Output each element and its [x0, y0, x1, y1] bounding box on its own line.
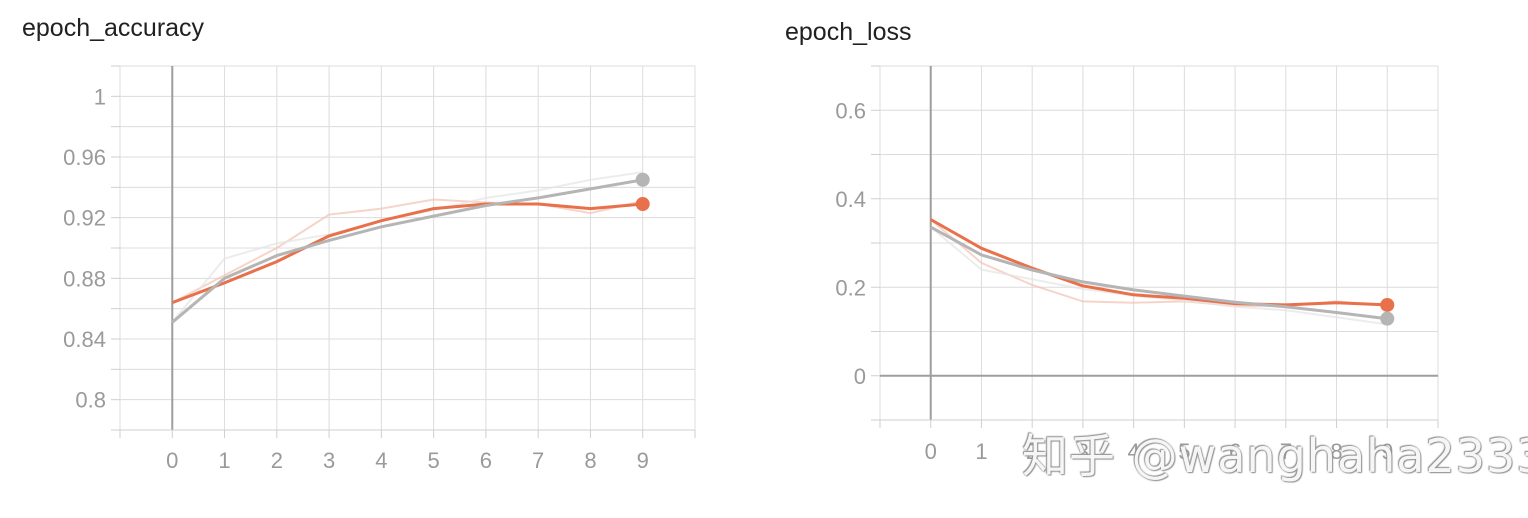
- x-tick-label: 2: [271, 448, 283, 473]
- x-tick-label: 9: [1381, 439, 1393, 464]
- x-tick-label: 0: [166, 448, 178, 473]
- y-tick-label: 0.6: [835, 98, 866, 123]
- series-0-end-marker: [1380, 297, 1395, 312]
- y-tick-label: 0.96: [63, 145, 106, 170]
- x-tick-label: 6: [1229, 439, 1241, 464]
- series-1-raw-line: [171, 171, 643, 323]
- series-1-line: [171, 178, 643, 324]
- y-tick-label: 0.92: [63, 206, 106, 231]
- x-tick-label: 5: [428, 448, 440, 473]
- series-1-raw-line: [930, 226, 1388, 326]
- plot-area: 0.8 0.84 0.88 0.92 0.96 1 0 1 2 3 4 5 6 7 8 9: [63, 65, 696, 473]
- y-tick-label: 0.88: [63, 266, 106, 291]
- x-tick-label: 8: [584, 448, 596, 473]
- x-tick-label: 8: [1330, 439, 1342, 464]
- x-tick-label: 3: [1077, 439, 1089, 464]
- plot-area: 0 0.2 0.4 0.6 0 1 2 3 4 5 6 7 8 9: [835, 65, 1439, 464]
- accuracy-chart-title: epoch_accuracy: [22, 14, 205, 42]
- series-0-line: [929, 218, 1388, 307]
- x-tick-label: 3: [323, 448, 335, 473]
- x-tick-label: 1: [975, 439, 987, 464]
- series-0-line: [171, 202, 643, 305]
- x-tick-label: 5: [1178, 439, 1190, 464]
- y-tick-label: 0.2: [835, 275, 866, 300]
- loss-chart-title: epoch_loss: [785, 18, 912, 46]
- series-1-end-marker: [635, 172, 650, 187]
- y-tick-label: 0: [854, 364, 866, 389]
- series-0-raw-line: [171, 198, 643, 304]
- x-tick-label: 4: [1128, 439, 1140, 464]
- series-1-line: [929, 225, 1388, 321]
- x-tick-label: 0: [925, 439, 937, 464]
- y-tick-label: 0.84: [63, 327, 106, 352]
- x-tick-label: 4: [375, 448, 387, 473]
- x-tick-label: 1: [218, 448, 230, 473]
- accuracy-chart: 0.8 0.84 0.88 0.92 0.96 1 0 1 2 3 4 5 6 7 8 9: [63, 65, 696, 473]
- x-tick-label: 6: [480, 448, 492, 473]
- x-tick-label: 9: [637, 448, 649, 473]
- series-1-end-marker: [1380, 311, 1395, 326]
- x-tick-label: 7: [1280, 439, 1292, 464]
- y-tick-label: 0.4: [835, 187, 866, 212]
- y-tick-label: 0.8: [75, 388, 106, 413]
- loss-chart: 0 0.2 0.4 0.6 0 1 2 3 4 5 6 7 8 9: [835, 65, 1439, 464]
- x-tick-label: 7: [532, 448, 544, 473]
- watermark-text: 知乎 @wanghaha2333: [1022, 429, 1528, 483]
- loss-chart-panel: epoch_loss 0 0.2 0.4 0.6 0 1 2 3 4 5 6 7 8 9: [760, 0, 1528, 518]
- x-tick-label: 2: [1026, 439, 1038, 464]
- series-0-end-marker: [635, 197, 650, 212]
- accuracy-chart-panel: epoch_accuracy 0.8 0.84 0.88 0.92 0.96 1 0 1 2 3 4…: [0, 0, 760, 518]
- y-tick-label: 1: [94, 84, 106, 109]
